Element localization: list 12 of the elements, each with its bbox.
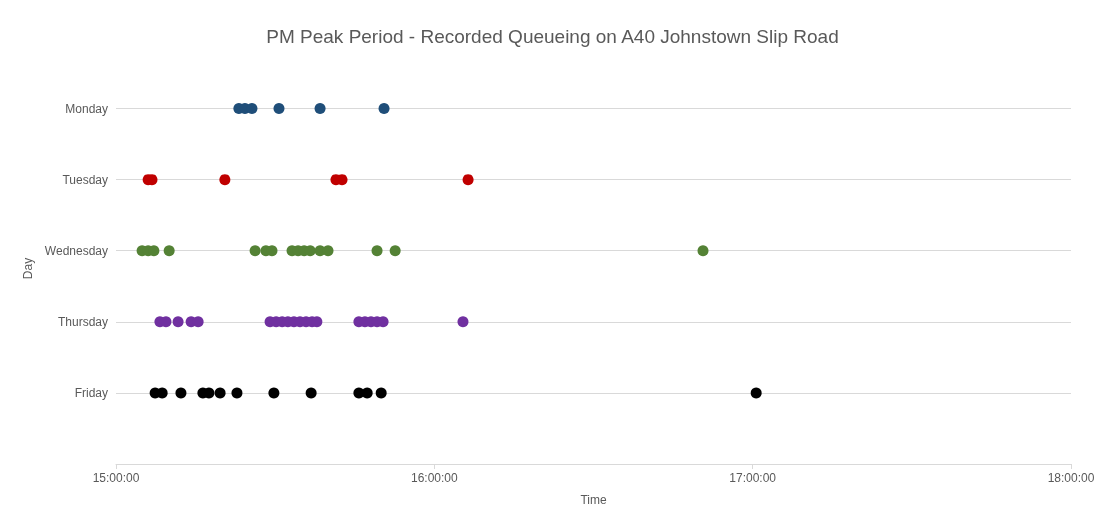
y-tick-label: Tuesday	[62, 172, 108, 187]
chart-title: PM Peak Period - Recorded Queueing on A40 Johnstown Slip Road	[266, 26, 839, 47]
x-axis-title: Time	[580, 493, 607, 507]
x-tick-label: 18:00:00	[1047, 471, 1095, 485]
x-tick-label: 17:00:00	[729, 471, 777, 485]
x-tick-label: 16:00:00	[410, 471, 459, 485]
x-tick-label: 15:00:00	[92, 471, 140, 485]
y-tick-label: Thursday	[57, 314, 108, 329]
y-tick-label: Wednesday	[44, 243, 108, 258]
y-tick-label: Friday	[74, 385, 108, 400]
y-axis-title: Day	[20, 257, 35, 280]
y-tick-label: Monday	[65, 101, 108, 116]
